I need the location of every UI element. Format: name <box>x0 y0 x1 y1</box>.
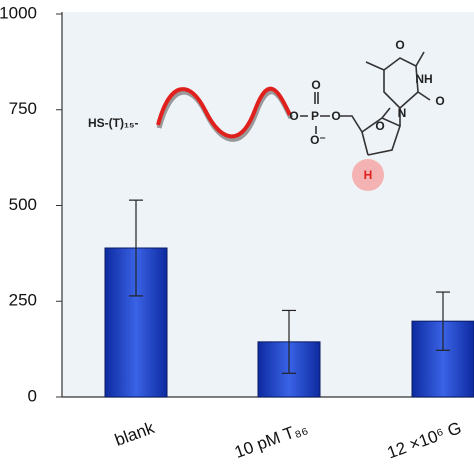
bar <box>104 247 168 398</box>
atom: O <box>435 94 444 108</box>
inset: HS-(T)₁₅- H O P O O⁻ O O N NH O O <box>88 38 445 191</box>
atom: O⁻ <box>310 133 326 147</box>
atom: O <box>311 78 320 92</box>
atom: N <box>398 106 407 120</box>
atom: O <box>395 38 404 52</box>
atom: NH <box>415 72 432 86</box>
molecule <box>300 51 431 156</box>
x-tick-label: 10 pM T₈₆ <box>232 418 310 462</box>
wave <box>156 86 292 139</box>
atom: O <box>331 109 340 123</box>
y-tick-label: 750 <box>9 99 37 118</box>
strand-label: HS-(T)₁₅- <box>88 116 138 130</box>
site-label: H <box>364 168 373 182</box>
atom: O <box>289 109 298 123</box>
y-tick-label: 1000 <box>0 3 37 22</box>
x-tick-label: 12 ×10⁶ G <box>385 418 464 462</box>
site-circle <box>352 159 384 191</box>
y-tick-label: 0 <box>28 386 37 405</box>
y-tick-label: 250 <box>9 291 37 310</box>
atom: P <box>311 109 319 123</box>
x-tick-label: blank <box>112 418 157 450</box>
atom: O <box>375 119 384 133</box>
y-tick-label: 500 <box>9 195 37 214</box>
